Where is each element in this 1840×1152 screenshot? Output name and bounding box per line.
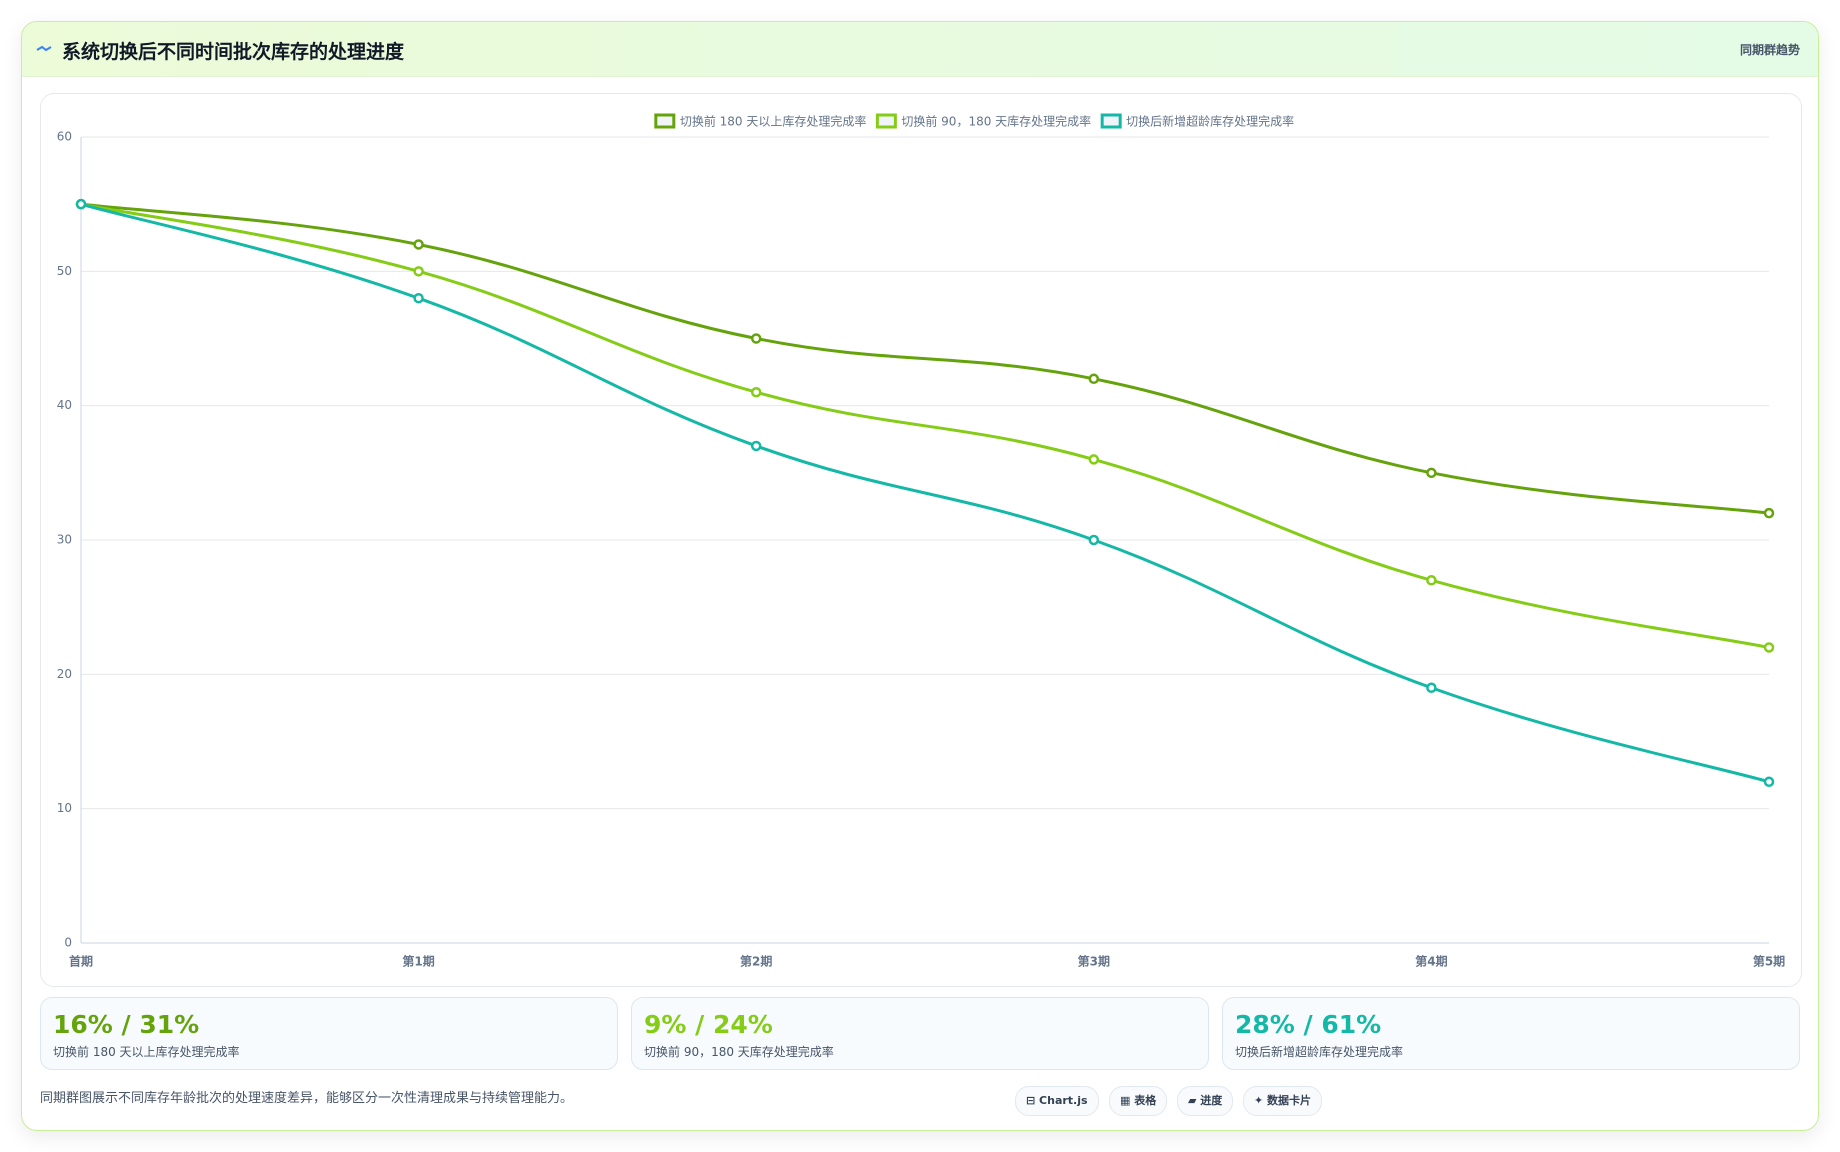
y-tick-label: 60 bbox=[57, 130, 72, 144]
legend-swatch bbox=[654, 113, 676, 129]
x-tick-label: 第4期 bbox=[1415, 954, 1447, 969]
data-point bbox=[1088, 454, 1100, 465]
card: 系统切换后不同时间批次库存的处理进度 同期群趋势 0 10 20 30 40 50 60 首期… bbox=[21, 21, 1819, 1131]
legend-swatch bbox=[875, 113, 897, 129]
data-point bbox=[1426, 682, 1437, 694]
x-tick-label: 第1期 bbox=[402, 954, 434, 969]
data-point bbox=[413, 266, 424, 277]
stat-card: 9% / 24% 切换前 90，180 天库存处理完成率 bbox=[631, 997, 1209, 1070]
legend-swatch bbox=[1100, 113, 1122, 129]
data-point bbox=[750, 333, 762, 344]
x-tick-label: 首期 bbox=[69, 954, 93, 969]
title-icon bbox=[36, 45, 52, 52]
y-tick-label: 40 bbox=[57, 398, 72, 412]
data-point bbox=[75, 198, 87, 210]
y-tick-label: 10 bbox=[57, 801, 72, 815]
legend-label: 切换后新增超龄库存处理完成率 bbox=[1126, 114, 1294, 129]
stat-card: 28% / 61% 切换后新增超龄库存处理完成率 bbox=[1222, 997, 1800, 1070]
data-point bbox=[1763, 507, 1775, 519]
data-point bbox=[750, 440, 762, 452]
legend-label: 切换前 180 天以上库存处理完成率 bbox=[680, 114, 867, 129]
stat-label: 切换前 180 天以上库存处理完成率 bbox=[53, 1045, 240, 1059]
stat-value: 28% / 61% bbox=[1235, 1010, 1382, 1039]
data-point bbox=[750, 386, 762, 398]
chart-panel: 0 10 20 30 40 50 60 首期 第1期 第2期 第3期 第4期 第5期 切换前 180 天以… bbox=[40, 93, 1802, 987]
data-point bbox=[1426, 575, 1437, 586]
series-line bbox=[80, 202, 1770, 784]
y-tick-label: 30 bbox=[57, 533, 72, 547]
footer-note: 同期群图展示不同库存年龄批次的处理速度差异，能够区分一次性清理成果与持续管理能力… bbox=[40, 1091, 574, 1106]
data-point bbox=[1088, 534, 1100, 546]
footer-button[interactable]: ▰ 进度 bbox=[1177, 1086, 1234, 1116]
stat-label: 切换后新增超龄库存处理完成率 bbox=[1235, 1045, 1404, 1059]
data-point bbox=[413, 239, 424, 250]
y-tick-label: 20 bbox=[57, 667, 72, 681]
data-point bbox=[1426, 467, 1437, 479]
legend: 切换前 180 天以上库存处理完成率 切换前 90，180 天库存处理完成率 切换后… bbox=[654, 113, 1294, 129]
y-tick-label: 50 bbox=[57, 264, 72, 278]
chart: 0 10 20 30 40 50 60 首期 第1期 第2期 第3期 第4期 第5期 切换前 180 天以… bbox=[57, 113, 1785, 969]
y-tick-label: 0 bbox=[64, 936, 72, 950]
stat-label: 切换前 90，180 天库存处理完成率 bbox=[644, 1045, 834, 1059]
series-line bbox=[80, 202, 1770, 515]
footer-button[interactable]: ▦ 表格 bbox=[1109, 1086, 1168, 1116]
data-point bbox=[1763, 776, 1775, 788]
legend-label: 切换前 90，180 天库存处理完成率 bbox=[901, 114, 1091, 129]
data-point bbox=[1088, 373, 1100, 385]
card-title: 系统切换后不同时间批次库存的处理进度 bbox=[62, 41, 405, 63]
series-line bbox=[80, 202, 1770, 649]
header-badge: 同期群趋势 bbox=[1739, 43, 1800, 57]
data-point bbox=[1763, 642, 1775, 653]
x-tick-label: 第5期 bbox=[1753, 954, 1785, 969]
stat-card: 16% / 31% 切换前 180 天以上库存处理完成率 bbox=[40, 997, 618, 1070]
footer-button[interactable]: ✦ 数据卡片 bbox=[1243, 1086, 1323, 1116]
stat-value: 9% / 24% bbox=[644, 1010, 773, 1039]
card-header: 系统切换后不同时间批次库存的处理进度 同期群趋势 bbox=[22, 22, 1818, 77]
x-tick-label: 第2期 bbox=[740, 954, 772, 969]
x-tick-label: 第3期 bbox=[1078, 954, 1110, 969]
stat-value: 16% / 31% bbox=[53, 1010, 200, 1039]
data-point bbox=[413, 292, 424, 304]
footer-button[interactable]: ⊟ Chart.js bbox=[1015, 1086, 1099, 1116]
